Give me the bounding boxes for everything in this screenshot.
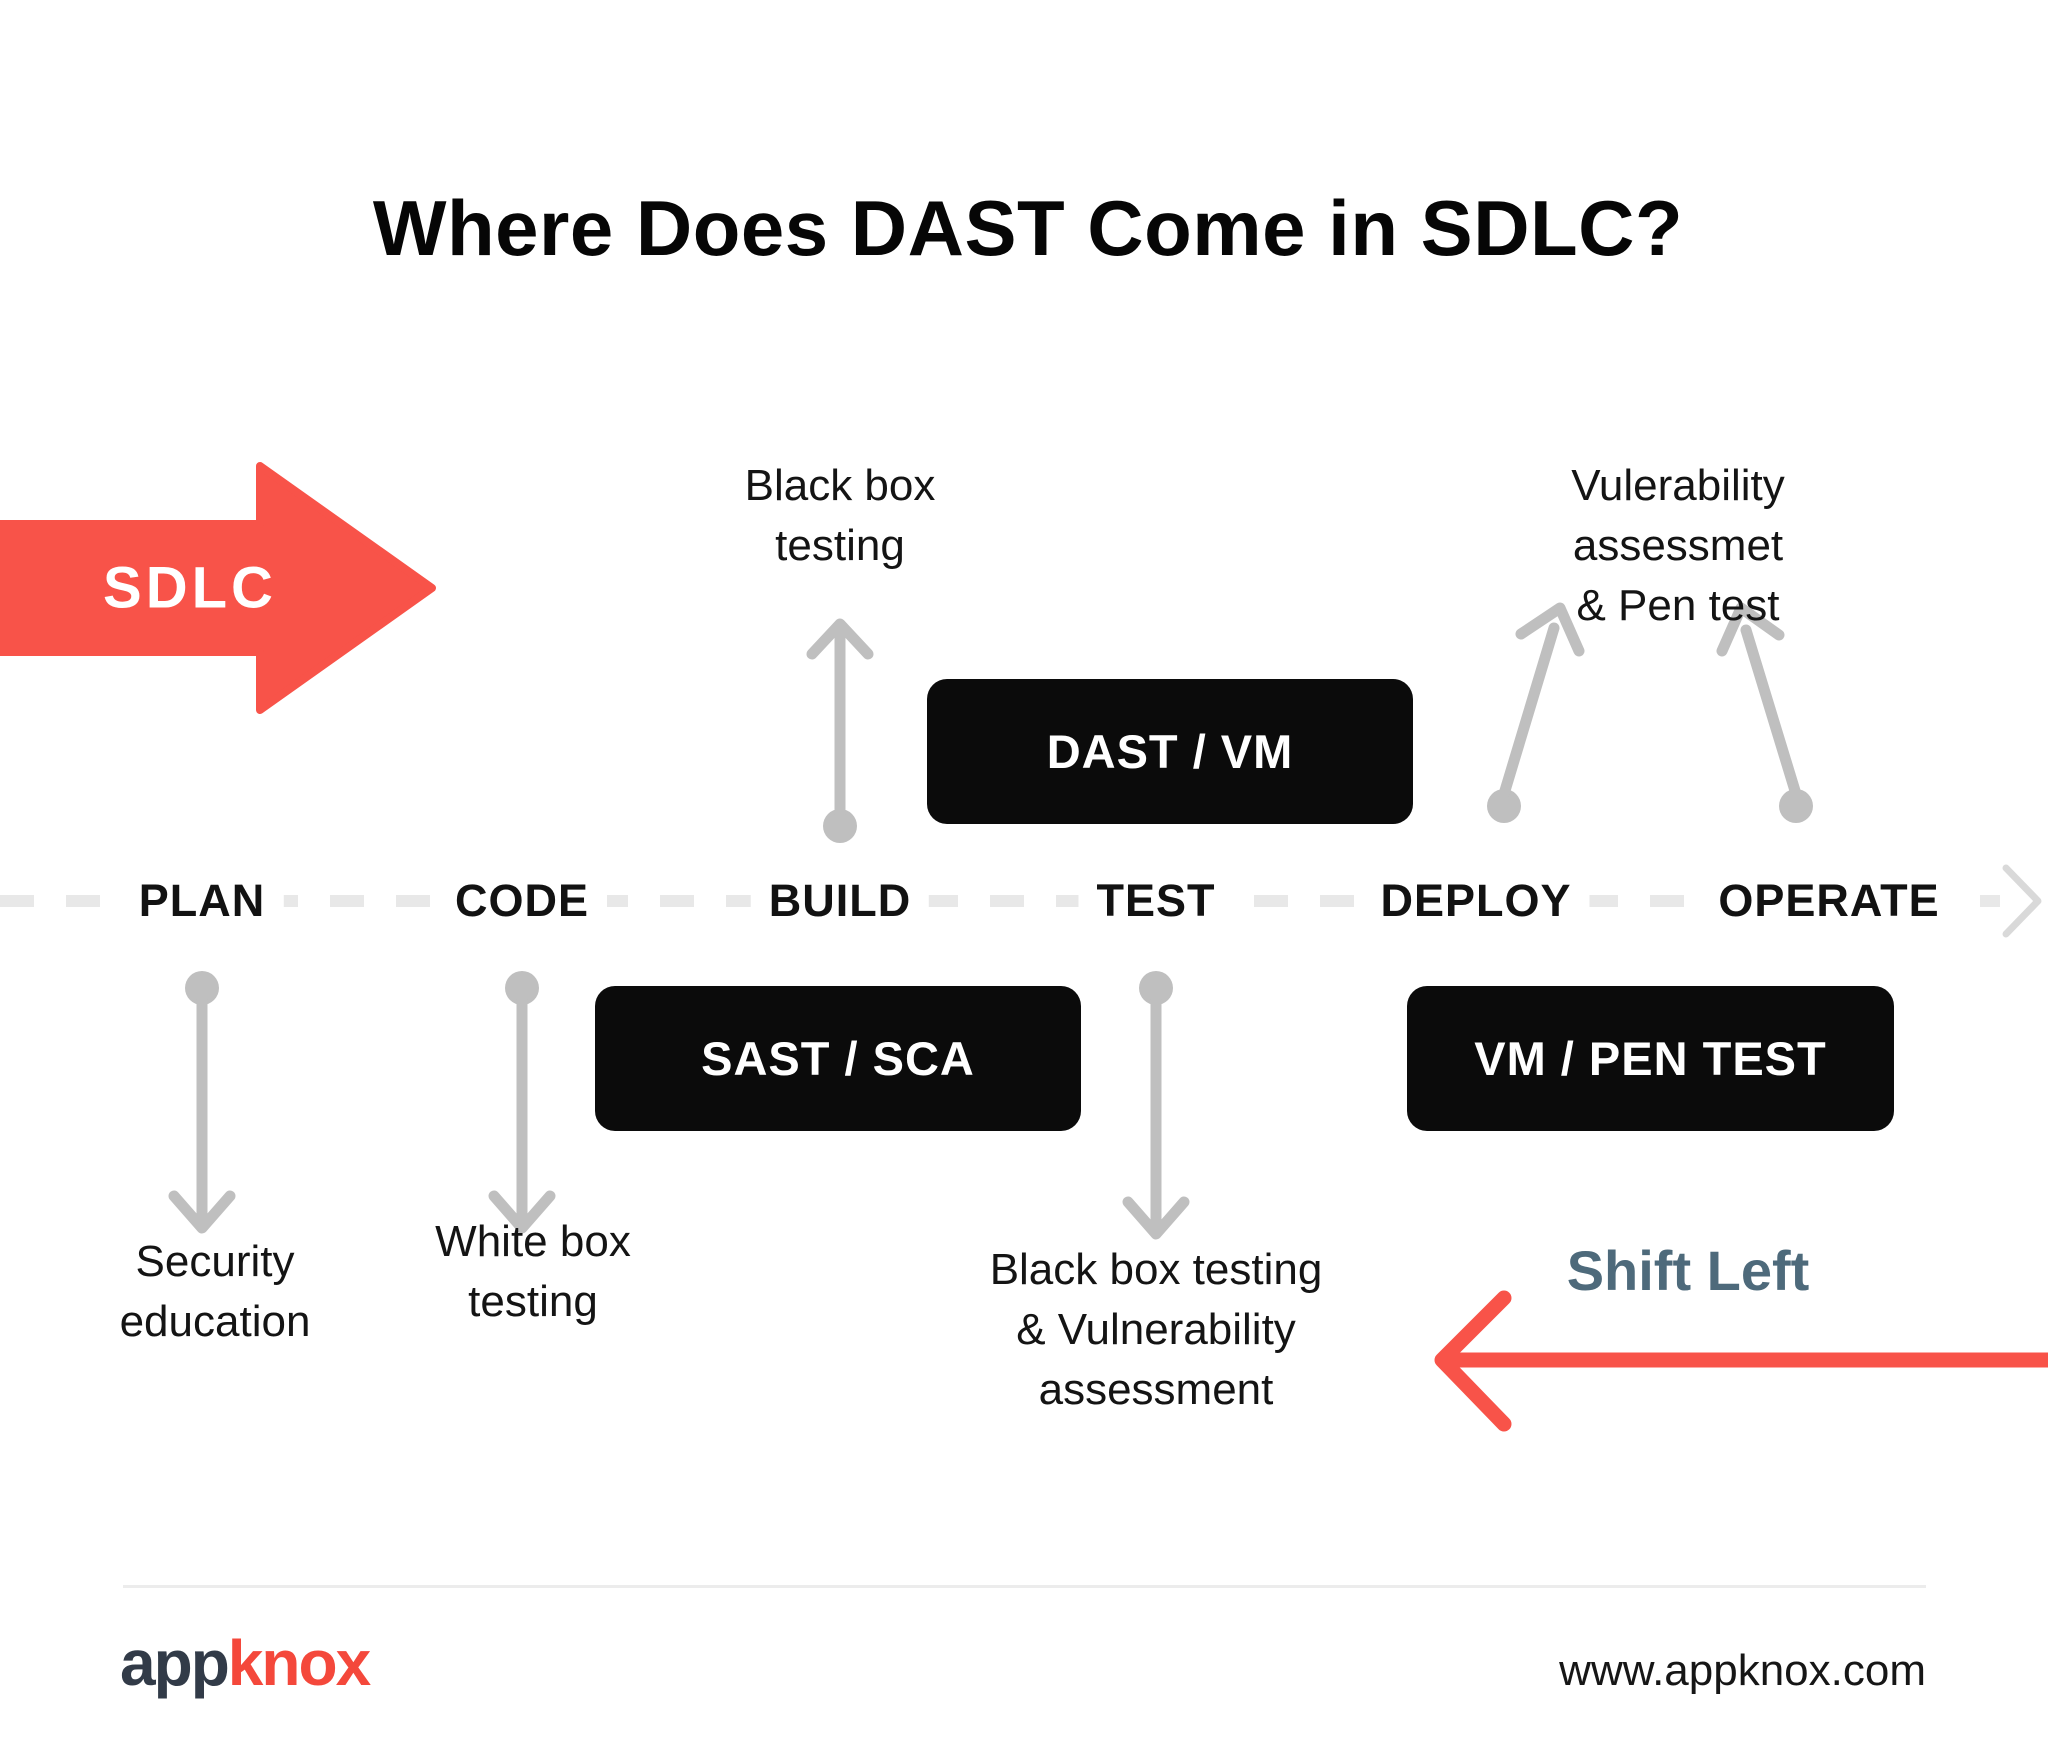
- vm-pen-test-box: VM / PEN TEST: [1407, 986, 1894, 1131]
- timeline-end-chevron-icon: [2002, 864, 2042, 938]
- note-black-box-testing-top: Black box testing: [744, 461, 936, 570]
- arrow-deploy-up-icon: [1487, 602, 1585, 823]
- timeline-stage-build: BUILD: [750, 872, 930, 930]
- note-vulnerability-pen-test: Vulerability assessmet & Pen test: [1571, 461, 1785, 630]
- timeline-stage-test: TEST: [1078, 872, 1234, 930]
- timeline-stage-deploy: DEPLOY: [1362, 872, 1590, 930]
- appknox-logo-app: app: [120, 1627, 230, 1699]
- note-black-box-testing-bottom: Black box testing & Vulnerability assess…: [989, 1245, 1323, 1414]
- note-white-box-testing: White box testing: [435, 1217, 631, 1326]
- website-url[interactable]: www.appknox.com: [1559, 1646, 1926, 1695]
- shift-left-label: Shift Left: [1566, 1239, 1810, 1302]
- appknox-logo: appknox: [120, 1627, 371, 1699]
- dast-vm-box: DAST / VM: [927, 679, 1413, 824]
- note-security-education: Security education: [119, 1237, 311, 1346]
- page-title: Where Does DAST Come in SDLC?: [372, 184, 1684, 272]
- sdlc-arrow-label: SDLC: [103, 555, 277, 621]
- arrow-plan-down-icon: [168, 971, 236, 1234]
- timeline-stage-code: CODE: [436, 872, 608, 930]
- arrow-operate-up-icon: [1716, 602, 1813, 823]
- timeline-stage-plan: PLAN: [120, 872, 284, 930]
- shift-left-arrow-icon: [1434, 1290, 2048, 1432]
- arrow-code-down-icon: [488, 971, 556, 1234]
- timeline-stage-operate: OPERATE: [1700, 872, 1958, 930]
- sdlc-arrow-icon: [0, 462, 436, 714]
- appknox-logo-knox: knox: [227, 1627, 371, 1699]
- footer-divider: [123, 1585, 1926, 1588]
- arrow-test-down-icon: [1122, 971, 1190, 1240]
- arrow-build-up-icon: [806, 618, 874, 843]
- sast-sca-box: SAST / SCA: [595, 986, 1081, 1131]
